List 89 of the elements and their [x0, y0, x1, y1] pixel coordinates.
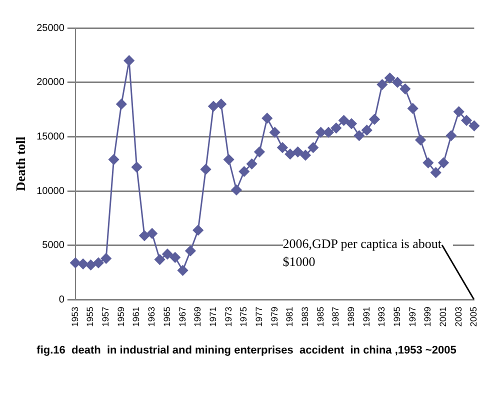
x-tick-label: 1977: [254, 306, 264, 327]
point: [124, 55, 134, 66]
point: [231, 184, 242, 196]
x-tick-label: 1971: [208, 306, 218, 327]
annotation: 2006,GDP per captica is about $1000: [282, 235, 453, 272]
point: [362, 124, 372, 136]
text: fig.16 death in industrial and mining enterprises accident in china ,1953 ~2005: [36, 344, 456, 356]
y-tick-label: 25000: [36, 22, 65, 34]
point: [438, 158, 449, 168]
x-tick-label: 1979: [269, 306, 280, 327]
x-tick-label: 2003: [453, 306, 464, 327]
y-tick-label: 10000: [36, 186, 65, 197]
point: [200, 164, 212, 175]
point: [78, 258, 88, 270]
x-tick-label: 1995: [392, 306, 402, 327]
x-tick-label: 1959: [116, 306, 126, 327]
point: [162, 248, 173, 260]
x-tick-label: 1985: [315, 306, 326, 327]
point: [308, 142, 318, 153]
point: [468, 120, 480, 132]
point: [108, 154, 120, 165]
point: [354, 130, 364, 141]
x-tick-label: 1963: [146, 306, 157, 327]
point: [338, 115, 350, 126]
point: [446, 130, 456, 141]
x-tick-label: 1957: [100, 306, 111, 327]
x-tick-label: 2001: [438, 306, 448, 327]
x-tick-label: 1969: [192, 306, 203, 327]
x-tick-label: 1987: [330, 306, 341, 327]
x-tick-label: 1973: [223, 306, 234, 327]
x-tick-label: 1989: [346, 306, 356, 327]
point: [116, 98, 127, 110]
point: [208, 101, 219, 112]
point: [154, 254, 166, 265]
point: [224, 154, 234, 165]
point: [254, 146, 265, 158]
point: [408, 103, 418, 114]
x-tick-label: 1991: [361, 306, 372, 327]
x-tick-label: 1999: [422, 306, 433, 327]
point: [192, 224, 204, 236]
point: [369, 114, 380, 125]
point: [178, 265, 188, 276]
y-tick-label: 0: [58, 294, 65, 306]
x-tick-label: 1953: [70, 306, 80, 327]
point: [454, 106, 464, 117]
point: [185, 246, 196, 256]
x-tick-label: 1961: [131, 306, 142, 327]
point: [384, 72, 396, 84]
point: [284, 148, 296, 160]
point: [246, 158, 258, 170]
point: [292, 146, 304, 158]
point: [277, 142, 288, 153]
point: [316, 127, 326, 138]
y-tick-label: 5000: [42, 240, 65, 252]
point: [100, 253, 112, 264]
x-tick-label: 1997: [407, 306, 418, 327]
point: [262, 112, 272, 124]
point: [139, 230, 150, 241]
point: [70, 258, 81, 268]
x-tick-label: 1965: [162, 306, 172, 327]
point: [422, 158, 434, 168]
point: [146, 228, 158, 239]
point: [323, 127, 334, 138]
point: [132, 162, 142, 172]
point: [238, 166, 250, 177]
y-axis-title: Death toll: [13, 136, 28, 192]
point: [376, 79, 388, 90]
x-tick-label: 2005: [468, 306, 479, 327]
point: [346, 118, 357, 129]
point: [93, 258, 104, 268]
point: [170, 252, 180, 263]
x-tick-label: 1975: [238, 306, 249, 327]
x-tick-label: 1993: [376, 306, 387, 327]
point: [392, 77, 403, 88]
point: [461, 115, 472, 126]
x-tick-label: 1967: [177, 306, 188, 327]
point: [300, 150, 311, 160]
point: [85, 260, 96, 270]
point: [415, 134, 426, 146]
point: [330, 122, 342, 134]
x-tick-label: 1983: [300, 306, 310, 327]
x-tick-label: 1955: [85, 306, 96, 327]
y-tick-label: 20000: [36, 77, 65, 88]
point: [270, 127, 280, 138]
point: [400, 84, 410, 94]
point: [430, 167, 442, 178]
point: [216, 98, 226, 110]
y-tick-label: 15000: [36, 131, 65, 142]
x-tick-label: 1981: [284, 306, 295, 327]
